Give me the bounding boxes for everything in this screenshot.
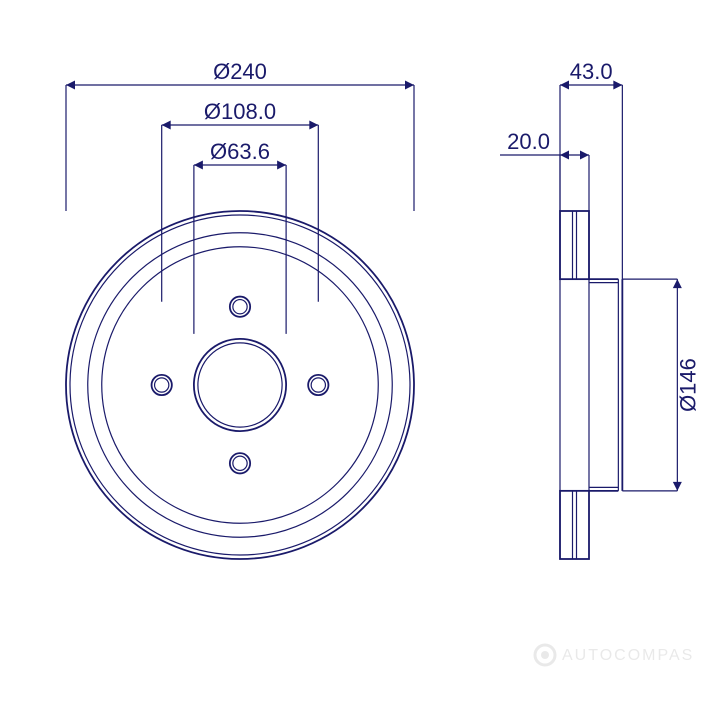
svg-text:Ø63.6: Ø63.6	[210, 139, 270, 164]
svg-text:Ø240: Ø240	[213, 59, 267, 84]
svg-text:AUTOCOMPAS: AUTOCOMPAS	[562, 647, 694, 664]
svg-text:Ø108.0: Ø108.0	[204, 99, 276, 124]
svg-text:Ø146: Ø146	[675, 358, 700, 412]
svg-text:20.0: 20.0	[507, 129, 550, 154]
svg-text:43.0: 43.0	[570, 59, 613, 84]
